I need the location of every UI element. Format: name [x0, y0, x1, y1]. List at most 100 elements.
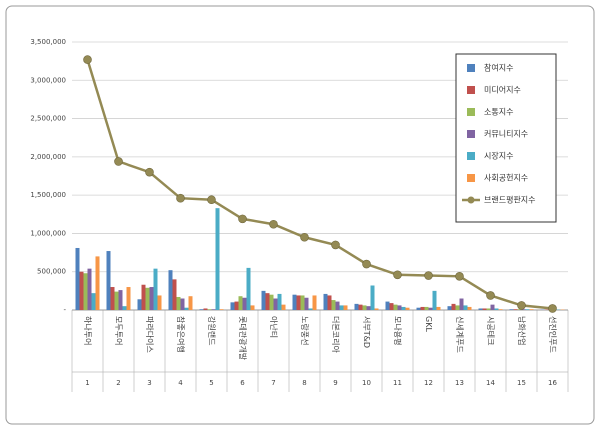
x-tick-label: 파라다이스: [145, 316, 155, 353]
bar: [420, 306, 425, 310]
line: [86, 59, 553, 310]
y-tick-label: 2,500,000: [30, 115, 66, 123]
bar: [451, 303, 456, 310]
legend-label: 소통지수: [484, 108, 513, 117]
bar: [250, 305, 255, 310]
bar: [308, 308, 313, 310]
bar: [436, 306, 441, 310]
bar: [91, 293, 96, 310]
x-tick-label: 아난티: [269, 316, 279, 338]
bar: [269, 294, 274, 310]
y-tick-label: 3,500,000: [30, 38, 66, 46]
bar: [389, 303, 394, 310]
bar: [122, 306, 127, 310]
bar: [188, 296, 193, 310]
rank-label: 3: [147, 379, 151, 387]
x-tick-label: 하나투어: [83, 316, 93, 345]
bar: [157, 295, 162, 310]
bar: [385, 301, 390, 310]
bar: [486, 308, 491, 310]
bar: [126, 287, 131, 310]
bar: [455, 305, 460, 310]
x-tick-label: 노랑풍선: [300, 316, 310, 345]
bar: [490, 304, 495, 310]
legend-label: 사회공헌지수: [484, 174, 528, 183]
bar: [203, 308, 208, 310]
bar: [230, 302, 235, 310]
bar: [432, 290, 437, 310]
x-tick-label: 모두투어: [114, 316, 124, 345]
y-tick-label: 3,000,000: [30, 76, 66, 84]
bar: [296, 295, 301, 310]
bar: [304, 297, 309, 310]
bar: [370, 285, 375, 310]
line-marker: [114, 157, 123, 166]
line-marker: [176, 193, 185, 203]
bar: [261, 290, 266, 310]
bar: [354, 303, 359, 310]
rank-label: 5: [209, 379, 213, 387]
bar: [95, 256, 100, 310]
bar: [323, 293, 328, 310]
rank-label: 6: [240, 379, 245, 387]
bar: [405, 307, 410, 310]
bar: [459, 298, 464, 310]
bar: [211, 309, 216, 310]
bar: [478, 308, 483, 310]
bar: [184, 307, 189, 310]
rank-label: 15: [517, 379, 526, 387]
y-tick-label: -: [63, 306, 66, 314]
line-marker: [300, 232, 309, 242]
bar: [521, 309, 526, 310]
legend-label: 미디어지수: [484, 85, 521, 95]
bar: [79, 271, 84, 310]
bar: [87, 268, 92, 310]
bar: [467, 306, 472, 310]
y-tick-label: 1,500,000: [30, 191, 66, 199]
rank-label: 16: [548, 379, 557, 387]
x-tick-label: 모나용평: [393, 316, 403, 345]
bar: [145, 287, 150, 310]
legend-swatch: [467, 86, 475, 94]
bar: [149, 287, 154, 310]
bar: [327, 295, 332, 310]
y-tick-label: 1,000,000: [30, 229, 66, 237]
bar: [300, 295, 305, 310]
bar: [199, 309, 204, 310]
bar: [482, 308, 487, 310]
bar: [110, 287, 115, 310]
x-tick-label: 더본코리아: [331, 316, 341, 353]
rank-label: 7: [271, 379, 275, 387]
x-tick-label: 롯데관광개발: [238, 316, 248, 361]
legend-swatch: [467, 174, 475, 182]
legend-label: 브랜드평판지수: [484, 195, 536, 205]
line-marker: [486, 291, 495, 300]
line-marker: [362, 259, 371, 269]
bar: [242, 297, 247, 310]
rank-label: 11: [393, 379, 402, 387]
bar: [114, 291, 119, 310]
line-marker: [145, 167, 154, 177]
bar: [513, 309, 518, 310]
legend-swatch: [467, 108, 475, 116]
bar: [525, 309, 530, 310]
bar: [118, 290, 123, 310]
legend-label: 시장지수: [484, 151, 513, 161]
bar: [277, 293, 282, 310]
rank-label: 8: [302, 379, 306, 387]
bar: [207, 309, 212, 310]
bar: [234, 301, 239, 310]
chart-frame: [5, 5, 595, 425]
bar: [498, 309, 503, 310]
bar: [172, 279, 177, 310]
legend-marker: [467, 196, 475, 204]
bar: [273, 298, 278, 310]
bar: [335, 301, 340, 310]
line-marker: [238, 214, 247, 224]
bar: [343, 305, 348, 310]
bar: [358, 304, 363, 310]
line-marker: [269, 219, 278, 229]
bar: [106, 251, 111, 310]
line-marker: [517, 301, 526, 310]
